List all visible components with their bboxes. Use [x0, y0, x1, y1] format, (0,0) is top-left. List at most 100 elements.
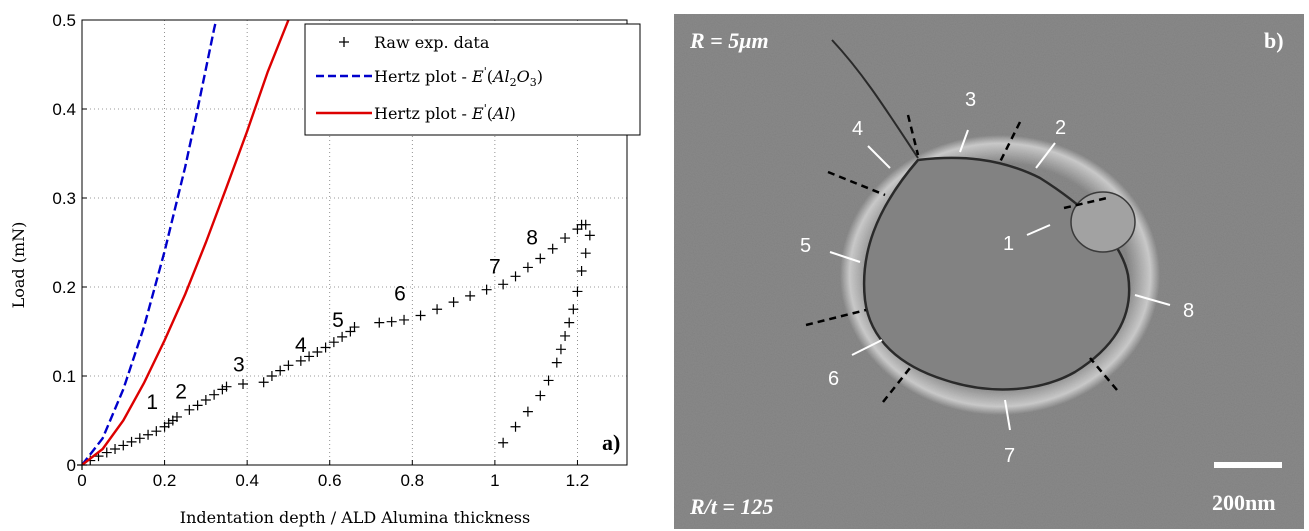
data-point	[283, 360, 294, 371]
scale-bar-label: 200nm	[1212, 490, 1276, 515]
panel-label-a: a)	[602, 430, 620, 455]
data-point	[399, 314, 410, 325]
data-point	[184, 404, 195, 415]
data-point	[584, 230, 595, 241]
scale-bar	[1214, 462, 1282, 468]
data-point	[349, 322, 360, 333]
sem-number-labels: 1 2 3 4 5 6 7 8	[800, 89, 1194, 467]
data-point	[374, 317, 385, 328]
data-point	[126, 436, 137, 447]
data-point	[543, 375, 554, 386]
surface-crack	[831, 39, 919, 159]
x-tick-label: 0	[77, 471, 86, 490]
step-label: 3	[233, 354, 245, 377]
data-point	[221, 381, 232, 392]
plot-frame	[81, 19, 628, 466]
ticks: 0 0.2 0.4 0.6 0.8 1 1.2 0 0.1 0.2 0.3 0.4 0.5	[52, 11, 589, 490]
data-point	[555, 344, 566, 355]
legend-label-al2o3: Hertz plot - E'(Al2O3)	[374, 65, 543, 89]
y-tick-label: 0.1	[52, 367, 76, 386]
load-depth-chart: 0 0.2 0.4 0.6 0.8 1 1.200.10.20.30.40.5 1 23456…	[9, 11, 641, 527]
data-point	[576, 265, 587, 276]
x-axis-label: Indentation depth / ALD Alumina thicknes…	[180, 508, 530, 527]
data-point	[200, 395, 211, 406]
data-point	[522, 406, 533, 417]
data-point	[580, 219, 591, 230]
data-point	[328, 337, 339, 348]
sem-label-8: 8	[1183, 300, 1194, 322]
data-point	[510, 271, 521, 282]
data-point	[258, 377, 269, 388]
x-tick-label: 0.2	[153, 471, 177, 490]
segment-arrows	[829, 129, 1171, 431]
hertz-al2o3-line	[82, 20, 218, 465]
data-point	[101, 447, 112, 458]
data-point	[572, 286, 583, 297]
y-tick-label: 0.4	[52, 100, 76, 119]
step-label: 5	[332, 309, 344, 332]
legend-entry-al: Hertz plot - E'(Al)	[316, 102, 516, 123]
data-point	[580, 248, 591, 259]
series	[77, 20, 595, 470]
legend-label-al: Hertz plot - E'(Al)	[374, 102, 516, 123]
sem-label-7: 7	[1004, 445, 1015, 467]
delamination-outline	[862, 156, 1131, 391]
data-point	[510, 421, 521, 432]
data-point	[564, 317, 575, 328]
data-point	[547, 243, 558, 254]
data-point	[415, 310, 426, 321]
data-point	[535, 390, 546, 401]
data-point	[386, 316, 397, 327]
data-point	[171, 411, 182, 422]
hertz-al-line	[82, 20, 290, 465]
data-point	[551, 357, 562, 368]
legend-entry-raw: Raw exp. data	[339, 33, 490, 52]
y-tick-label: 0	[67, 456, 76, 475]
data-point	[266, 371, 277, 381]
data-point	[304, 351, 315, 362]
y-tick-label: 0.2	[52, 278, 76, 297]
step-label: 7	[489, 256, 501, 279]
blister-feature	[1070, 191, 1136, 253]
data-point	[275, 365, 286, 376]
sem-label-5: 5	[800, 235, 811, 257]
sem-background	[674, 14, 1304, 529]
segment-dividers	[805, 114, 1118, 403]
ratio-label: R/t = 125	[689, 494, 773, 519]
step-label: 4	[295, 334, 307, 357]
data-point	[465, 290, 476, 301]
data-point	[560, 330, 571, 341]
x-tick-label: 0.8	[400, 471, 424, 490]
sem-label-6: 6	[828, 368, 839, 390]
step-label: 2	[175, 380, 187, 403]
y-tick-label: 0.5	[52, 11, 76, 30]
step-label: 1	[146, 391, 158, 414]
legend: Raw exp. data Hertz plot - E'(Al2O3) Her…	[304, 23, 641, 136]
data-point	[498, 437, 509, 448]
data-point	[312, 346, 323, 357]
sem-label-4: 4	[852, 118, 863, 140]
data-point	[498, 279, 509, 290]
y-axis-label: Load (mN)	[9, 222, 28, 309]
data-point	[320, 342, 331, 353]
sem-label-3: 3	[965, 89, 976, 111]
sem-label-1: 1	[1003, 233, 1014, 255]
data-point	[432, 304, 443, 315]
sem-label-2: 2	[1055, 117, 1066, 139]
data-point	[560, 233, 571, 244]
step-label: 6	[394, 282, 406, 305]
data-point	[448, 297, 459, 308]
panel-label-b: b)	[1264, 28, 1284, 53]
data-point	[345, 326, 356, 337]
data-point	[118, 440, 129, 451]
y-tick-label: 0.3	[52, 189, 76, 208]
data-point	[209, 389, 220, 400]
legend-box	[304, 23, 641, 136]
x-tick-label: 1	[490, 471, 499, 490]
data-point	[238, 379, 249, 390]
x-tick-label: 0.6	[318, 471, 342, 490]
data-point	[134, 433, 145, 444]
data-point	[572, 224, 583, 235]
plus-marker-icon	[339, 37, 349, 47]
data-point	[143, 429, 154, 440]
